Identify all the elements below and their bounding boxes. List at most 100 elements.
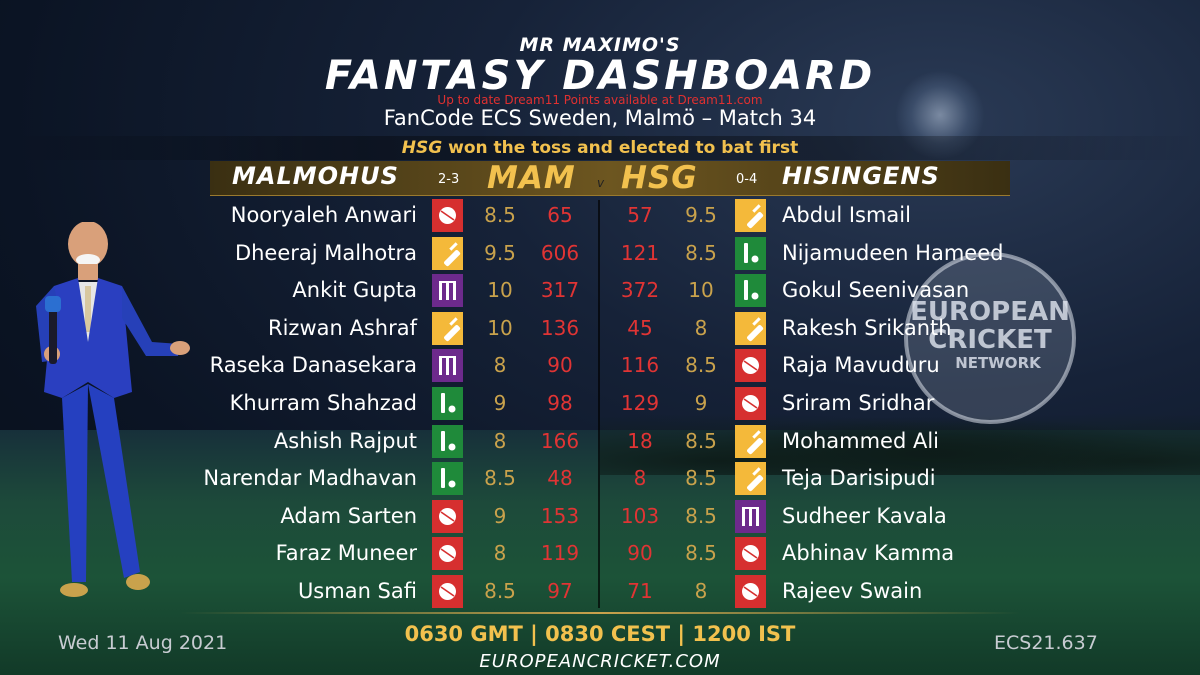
home-player-name: Nooryaleh Anwari	[230, 203, 417, 227]
home-player-points: 606	[540, 240, 580, 265]
dashboard-title: FANTASY DASHBOARD	[324, 53, 876, 99]
home-player-points: 48	[547, 466, 573, 491]
away-player-name: Sriram Sridhar	[782, 391, 935, 415]
bowler-role-icon	[432, 499, 463, 533]
batsman-role-icon	[432, 311, 463, 345]
floodlight-glow	[895, 70, 985, 160]
home-player-credits: 8	[493, 541, 507, 566]
away-player-credits: 8.5	[685, 541, 717, 566]
away-player-points: 71	[627, 579, 653, 603]
wicketkeeper-role-icon	[735, 499, 766, 533]
bowler-role-icon	[735, 537, 766, 571]
player-row: Adam Sarten 9 153 Sudheer Kavala 8.5 103	[0, 498, 1200, 535]
home-player-name: Rizwan Ashraf	[268, 315, 417, 340]
brand-title: MR MAXIMO'S	[519, 34, 681, 56]
home-player-credits: 9.5	[484, 240, 516, 265]
toss-team: HSG	[401, 138, 443, 158]
away-team-abbr: HSG	[621, 160, 698, 196]
away-player-name: Abdul Ismail	[782, 203, 911, 227]
away-player-credits: 10	[688, 278, 714, 303]
player-row: Dheeraj Malhotra 9.5 606 Nijamudeen Hameed 8…	[0, 235, 1200, 272]
svg-text:EUROPEAN: EUROPEAN	[910, 297, 1070, 327]
team-header-bar	[210, 161, 1010, 196]
home-player-name: Narendar Madhavan	[203, 466, 417, 491]
away-player-points: 18	[627, 428, 653, 453]
dream11-note: Up to date Dream11 Points available at D…	[437, 93, 763, 107]
home-player-points: 136	[540, 315, 580, 340]
away-player-name: Gokul Seenivasan	[782, 278, 970, 303]
versus-label: v	[597, 176, 605, 190]
center-divider	[598, 200, 600, 608]
allrounder-role-icon	[432, 387, 463, 420]
away-player-name: Nijamudeen Hameed	[782, 240, 1004, 265]
home-player-points: 166	[540, 428, 580, 453]
home-player-points: 90	[547, 353, 573, 378]
home-team-name: MALMOHUS	[232, 162, 399, 190]
away-player-credits: 8.5	[685, 353, 717, 378]
away-player-points: 57	[627, 203, 653, 227]
wicketkeeper-role-icon	[432, 274, 463, 308]
away-player-points: 103	[620, 503, 660, 528]
away-player-credits: 8	[694, 579, 708, 603]
home-player-credits: 8.5	[484, 466, 516, 491]
allrounder-role-icon	[432, 424, 463, 458]
away-player-points: 121	[620, 240, 660, 265]
away-player-name: Raja Mavuduru	[782, 353, 940, 378]
away-player-points: 8	[633, 466, 647, 491]
player-row: Ashish Rajput 8 166 Mohammed Ali 8.5 18	[0, 423, 1200, 460]
match-code: ECS21.637	[994, 632, 1098, 654]
away-player-name: Abhinav Kamma	[782, 541, 955, 566]
svg-text:NETWORK: NETWORK	[955, 354, 1042, 372]
away-player-credits: 8.5	[685, 503, 717, 528]
home-player-name: Ankit Gupta	[292, 278, 417, 303]
home-player-name: Khurram Shahzad	[229, 391, 417, 415]
toss-text: won the toss and elected to bat first	[442, 138, 799, 158]
away-player-credits: 8.5	[685, 240, 717, 265]
toss-banner: HSG won the toss and elected to bat firs…	[0, 136, 1200, 160]
away-player-points: 129	[620, 391, 660, 415]
player-row: Nooryaleh Anwari 8.5 65 Abdul Ismail 9.5 57	[0, 197, 1200, 234]
match-times: 0630 GMT | 0830 CEST | 1200 IST	[404, 622, 796, 646]
away-player-name: Sudheer Kavala	[782, 503, 947, 528]
away-team-record: 0-4	[736, 172, 758, 187]
home-player-points: 153	[540, 503, 580, 528]
footer-divider	[180, 612, 1020, 614]
player-row: Khurram Shahzad 9 98 Sriram Sridhar 9 129	[0, 385, 1200, 422]
batsman-role-icon	[432, 236, 463, 270]
home-player-credits: 10	[487, 315, 513, 340]
home-player-points: 317	[540, 278, 580, 303]
home-player-name: Faraz Muneer	[275, 541, 417, 566]
match-title: FanCode ECS Sweden, Malmö – Match 34	[383, 106, 817, 130]
home-player-points: 97	[547, 579, 573, 603]
home-player-points: 65	[547, 203, 573, 227]
home-player-points: 98	[547, 391, 573, 415]
away-player-credits: 8	[694, 315, 708, 340]
player-row: Faraz Muneer 8 119 Abhinav Kamma 8.5 90	[0, 535, 1200, 572]
home-player-name: Usman Safi	[297, 579, 417, 603]
home-player-credits: 8	[493, 353, 507, 378]
bowler-role-icon	[432, 575, 463, 608]
player-row: Raseka Danasekara 8 90 Raja Mavuduru 8.5 116	[0, 347, 1200, 384]
player-row: Ankit Gupta 10 317 Gokul Seenivasan 10 372	[0, 272, 1200, 309]
bowler-role-icon	[432, 199, 463, 232]
away-player-credits: 8.5	[685, 466, 717, 491]
tree-line	[600, 405, 1200, 475]
player-row: Usman Safi 8.5 97 Rajeev Swain 8 71	[0, 573, 1200, 610]
match-date: Wed 11 Aug 2021	[58, 632, 228, 654]
allrounder-role-icon	[735, 274, 766, 308]
bowler-role-icon	[735, 387, 766, 420]
home-player-name: Adam Sarten	[280, 503, 417, 528]
home-team-record: 2-3	[438, 172, 460, 187]
away-player-points: 372	[620, 278, 660, 303]
bowler-role-icon	[735, 575, 766, 608]
away-player-credits: 9.5	[685, 203, 717, 227]
home-team-abbr: MAM	[487, 160, 576, 196]
away-player-points: 45	[627, 315, 653, 340]
batsman-role-icon	[735, 311, 766, 345]
presenter-figure	[36, 222, 190, 597]
away-player-points: 90	[627, 541, 653, 566]
batsman-role-icon	[735, 199, 766, 232]
home-player-points: 119	[540, 541, 580, 566]
bowler-role-icon	[735, 349, 766, 383]
website-link[interactable]: EUROPEANCRICKET.COM	[479, 651, 721, 672]
